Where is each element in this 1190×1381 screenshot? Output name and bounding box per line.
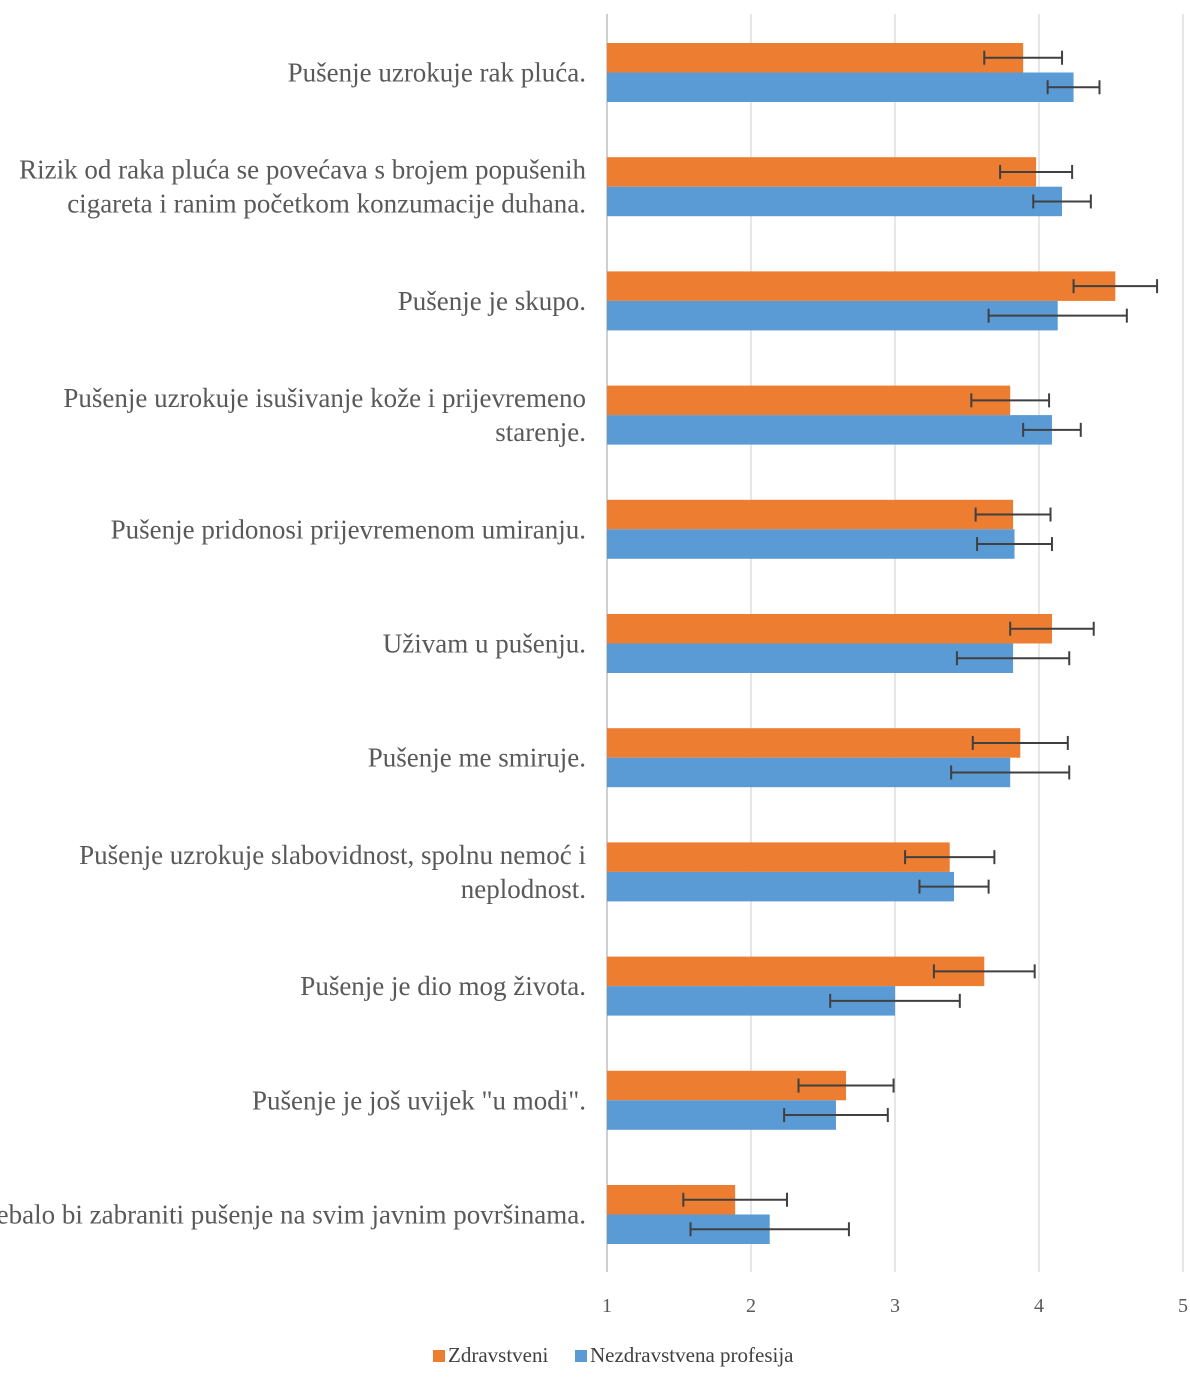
bar-zdravstveni xyxy=(607,956,985,987)
bar-nezdravstvena xyxy=(607,300,1058,331)
category-label: neplodnost. xyxy=(461,874,586,904)
bar-zdravstveni xyxy=(607,842,950,872)
category-label: Pušenje uzrokuje rak pluća. xyxy=(288,58,586,88)
bar-nezdravstvena xyxy=(607,871,955,902)
category-label: Pušenje je još uvijek "u modi". xyxy=(252,1085,586,1115)
x-tick-label: 4 xyxy=(1034,1295,1044,1317)
bar-zdravstveni xyxy=(607,614,1052,644)
legend-label: Zdravstveni xyxy=(448,1343,548,1367)
bar-nezdravstvena xyxy=(607,186,1063,217)
category-label: Uživam u pušenju. xyxy=(383,629,586,659)
category-label: Pušenje je dio mog života. xyxy=(300,971,586,1001)
x-tick-label: 3 xyxy=(890,1295,900,1317)
bar-zdravstveni xyxy=(607,157,1037,187)
bar-zdravstveni xyxy=(607,271,1116,301)
bar-zdravstveni xyxy=(607,499,1014,530)
bar-zdravstveni xyxy=(607,43,1024,73)
category-label: cigareta i ranim početkom konzumacije du… xyxy=(67,189,586,219)
bar-nezdravstvena xyxy=(607,72,1074,102)
bar-zdravstveni xyxy=(607,385,1011,416)
x-tick-label: 2 xyxy=(746,1295,756,1317)
legend-swatch xyxy=(575,1350,587,1362)
bar-nezdravstvena xyxy=(607,757,1011,788)
category-label: Rizik od raka pluća se povećava s brojem… xyxy=(19,155,586,185)
x-tick-label: 5 xyxy=(1178,1295,1188,1317)
bar-nezdravstvena xyxy=(607,529,1015,559)
category-label: Pušenje uzrokuje isušivanje kože i prije… xyxy=(63,383,586,413)
category-label: Pušenje pridonosi prijevremenom umiranju… xyxy=(111,514,586,544)
category-label: Pušenje me smiruje. xyxy=(368,743,586,773)
legend-label: Nezdravstvena profesija xyxy=(590,1343,794,1367)
bar-zdravstveni xyxy=(607,728,1021,758)
category-label: Trebalo bi zabraniti pušenje na svim jav… xyxy=(0,1200,586,1230)
bar-nezdravstvena xyxy=(607,415,1052,445)
category-label: starenje. xyxy=(495,417,586,447)
category-label: Pušenje uzrokuje slabovidnost, spolnu ne… xyxy=(79,840,586,870)
bar-nezdravstvena xyxy=(607,643,1014,673)
category-label: Pušenje je skupo. xyxy=(398,286,586,316)
x-tick-label: 1 xyxy=(602,1295,612,1317)
legend-swatch xyxy=(433,1350,445,1362)
